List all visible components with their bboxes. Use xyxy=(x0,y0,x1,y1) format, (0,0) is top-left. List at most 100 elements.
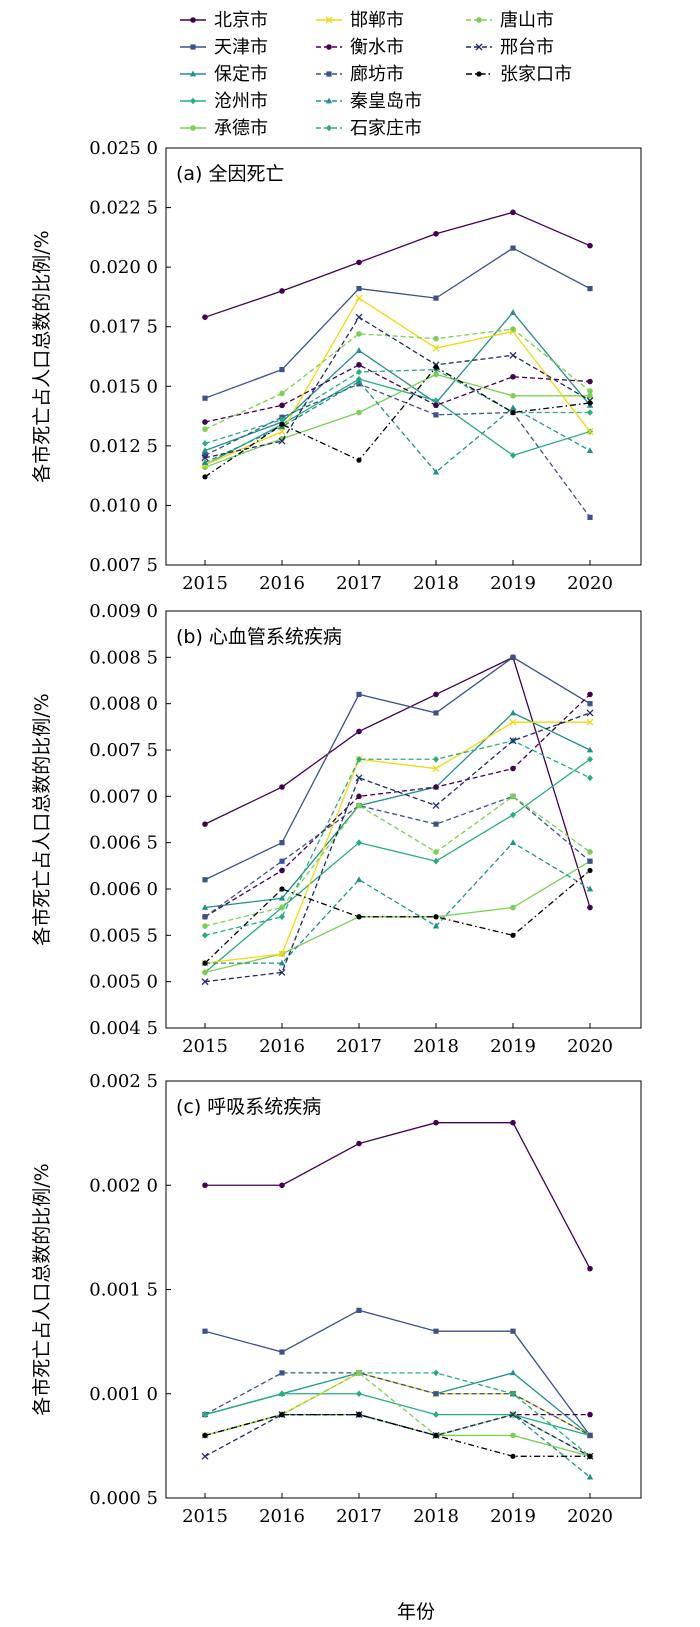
data-point xyxy=(279,1182,285,1189)
data-point xyxy=(432,802,440,810)
data-point xyxy=(356,1390,362,1398)
x-tick-label: 2019 xyxy=(490,573,536,594)
data-point xyxy=(279,421,285,428)
plot-frame xyxy=(165,610,642,1029)
legend-label: 张家口市 xyxy=(500,64,572,85)
series-line xyxy=(204,712,591,983)
data-point xyxy=(587,393,593,399)
data-point xyxy=(279,1390,285,1398)
panel-title: (b) 心血管系统疾病 xyxy=(176,626,342,648)
series-line xyxy=(204,656,591,908)
y-tick-label: 0.009 0 xyxy=(89,601,158,622)
data-point xyxy=(202,821,208,827)
x-tick-label: 2015 xyxy=(182,1036,228,1057)
legend-label: 邯郸市 xyxy=(350,10,404,31)
data-point xyxy=(586,885,594,892)
x-tick-label: 2017 xyxy=(336,573,382,594)
data-point xyxy=(510,209,516,216)
series-line xyxy=(204,297,591,466)
data-point xyxy=(202,877,208,883)
data-point xyxy=(279,904,285,911)
data-point xyxy=(587,400,593,406)
data-point xyxy=(279,840,285,846)
series-line xyxy=(204,368,590,445)
data-point xyxy=(509,1369,517,1376)
data-point xyxy=(510,904,516,911)
x-tick-label: 2017 xyxy=(336,1506,382,1527)
data-point xyxy=(587,388,593,394)
data-point xyxy=(356,755,362,763)
data-point xyxy=(510,1328,516,1334)
series-line xyxy=(204,1372,591,1457)
series-line xyxy=(204,1413,591,1457)
legend-label: 衡水市 xyxy=(350,37,404,58)
series-line xyxy=(204,373,590,468)
y-axis-label: 各市死亡占人口总数的比例/% xyxy=(31,230,53,482)
legend-item: 张家口市 xyxy=(466,64,572,85)
series-line xyxy=(204,366,591,478)
legend-item: 保定市 xyxy=(180,64,268,85)
data-point xyxy=(587,867,593,874)
data-point xyxy=(587,1411,593,1418)
data-point xyxy=(279,402,285,409)
data-point xyxy=(433,691,439,698)
data-point xyxy=(202,1432,208,1439)
x-tick-label: 2019 xyxy=(490,1506,536,1527)
y-tick-label: 0.006 0 xyxy=(89,879,158,900)
data-point xyxy=(279,390,285,397)
legend-marker xyxy=(326,71,332,77)
series-e689bfe5beb7e5b882 xyxy=(202,371,593,471)
legend-marker xyxy=(476,71,482,77)
data-point xyxy=(279,913,285,921)
data-point xyxy=(278,968,286,976)
y-tick-label: 0.007 5 xyxy=(89,555,158,576)
series-line xyxy=(204,1413,591,1457)
series-e5bca0e5aeb6e58fa3e5b882 xyxy=(202,867,593,966)
legend-item: 邯郸市 xyxy=(316,10,404,31)
data-point xyxy=(433,1411,439,1418)
data-point xyxy=(587,285,593,292)
data-point xyxy=(202,969,208,976)
legend-marker xyxy=(325,97,333,104)
data-point xyxy=(279,867,285,874)
legend-marker xyxy=(325,16,333,24)
data-point xyxy=(510,811,516,819)
data-point xyxy=(355,774,363,782)
y-tick-label: 0.002 0 xyxy=(89,1175,158,1196)
y-tick-label: 0.015 0 xyxy=(89,376,158,397)
series-line xyxy=(204,740,591,936)
data-point xyxy=(433,1391,439,1397)
series-e7a7a6e79a87e5b29be5b882 xyxy=(201,1411,594,1480)
data-point xyxy=(433,295,439,301)
data-point xyxy=(201,978,209,986)
legend-item: 天津市 xyxy=(180,37,268,58)
series-e5a4a9e6b4a5e5b882 xyxy=(202,1307,593,1439)
series-e59490e5b1b1e5b882 xyxy=(202,326,593,432)
y-tick-label: 0.007 5 xyxy=(89,740,158,761)
data-point xyxy=(433,412,439,418)
y-tick-label: 0.010 0 xyxy=(89,495,158,516)
data-point xyxy=(356,409,362,416)
x-tick-label: 2016 xyxy=(259,1036,305,1057)
data-point xyxy=(202,932,208,939)
data-point xyxy=(202,1182,208,1189)
series-line xyxy=(204,378,591,466)
data-point xyxy=(509,1411,517,1419)
x-tick-label: 2017 xyxy=(336,1036,382,1057)
x-tick-label: 2020 xyxy=(567,573,613,594)
legend-label: 承德市 xyxy=(214,118,268,139)
series-line xyxy=(204,1413,591,1478)
legend-item: 唐山市 xyxy=(466,10,554,31)
legend-marker xyxy=(190,125,196,131)
series-e8a1a1e6b0b4e5b882 xyxy=(202,362,593,425)
data-point xyxy=(586,718,594,726)
data-point xyxy=(433,1119,439,1126)
data-point xyxy=(356,1307,362,1313)
data-point xyxy=(587,904,593,911)
legend-marker xyxy=(326,124,332,132)
series-e59490e5b1b1e5b882 xyxy=(202,793,593,929)
series-e4bf9de5ae9ae5b882 xyxy=(201,309,594,454)
data-point xyxy=(278,959,286,966)
y-tick-label: 0.004 5 xyxy=(89,1018,158,1039)
panel-title: (a) 全因死亡 xyxy=(176,163,285,185)
